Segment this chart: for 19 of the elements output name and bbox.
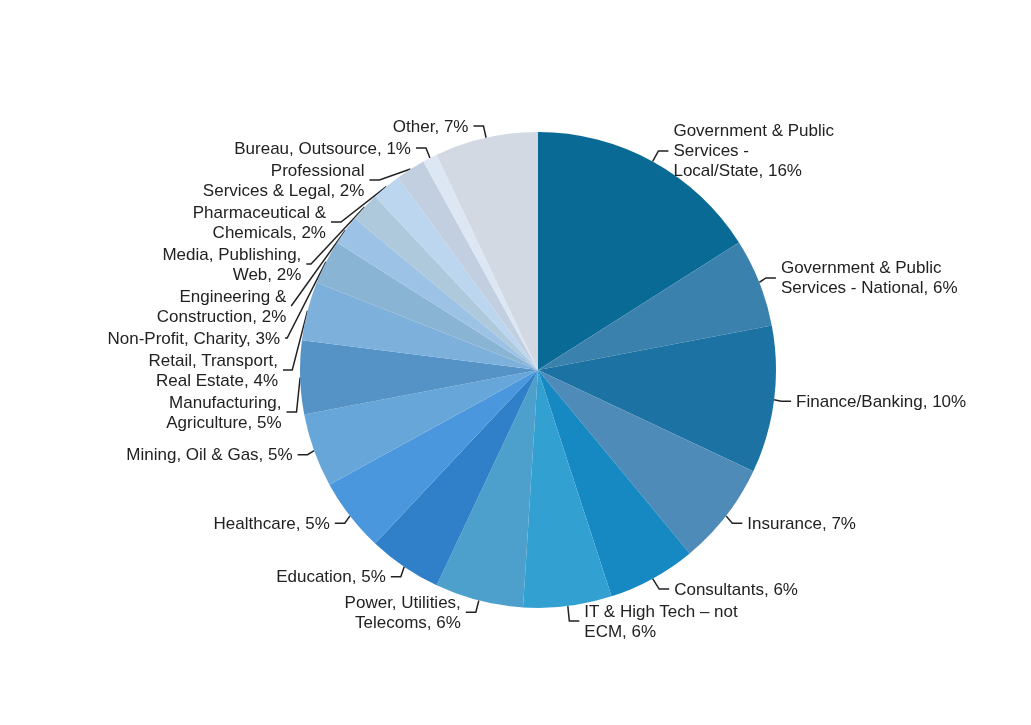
slice-label: Mining, Oil & Gas, 5% — [126, 445, 293, 465]
slice-label: Education, 5% — [276, 567, 386, 587]
slice-label: Manufacturing, Agriculture, 5% — [166, 392, 282, 432]
slice-label: Consultants, 6% — [674, 579, 798, 599]
slice-label: Finance/Banking, 10% — [796, 391, 967, 411]
slice-label: Non-Profit, Charity, 3% — [107, 328, 281, 348]
slice-label: Media, Publishing, Web, 2% — [162, 244, 302, 284]
slice-label: Power, Utilities, Telecoms, 6% — [344, 592, 461, 632]
slice-label: Professional Services & Legal, 2% — [202, 160, 365, 200]
slice-label: Government & Public Services - National, 6% — [780, 258, 958, 298]
slice-label: Government & Public Services - Local/State, 16% — [673, 121, 835, 181]
slice-label: Engineering & Construction, 2% — [156, 286, 287, 326]
slice-label: IT & High Tech – not ECM, 6% — [584, 601, 739, 641]
slice-label: Healthcare, 5% — [213, 513, 330, 533]
slice-label: Retail, Transport, Real Estate, 4% — [148, 350, 278, 390]
slice-label: Insurance, 7% — [747, 513, 856, 533]
slice-label: Other, 7% — [392, 116, 469, 136]
slice-label: Pharmaceutical & Chemicals, 2% — [192, 202, 327, 242]
slice-label: Bureau, Outsource, 1% — [234, 138, 411, 158]
